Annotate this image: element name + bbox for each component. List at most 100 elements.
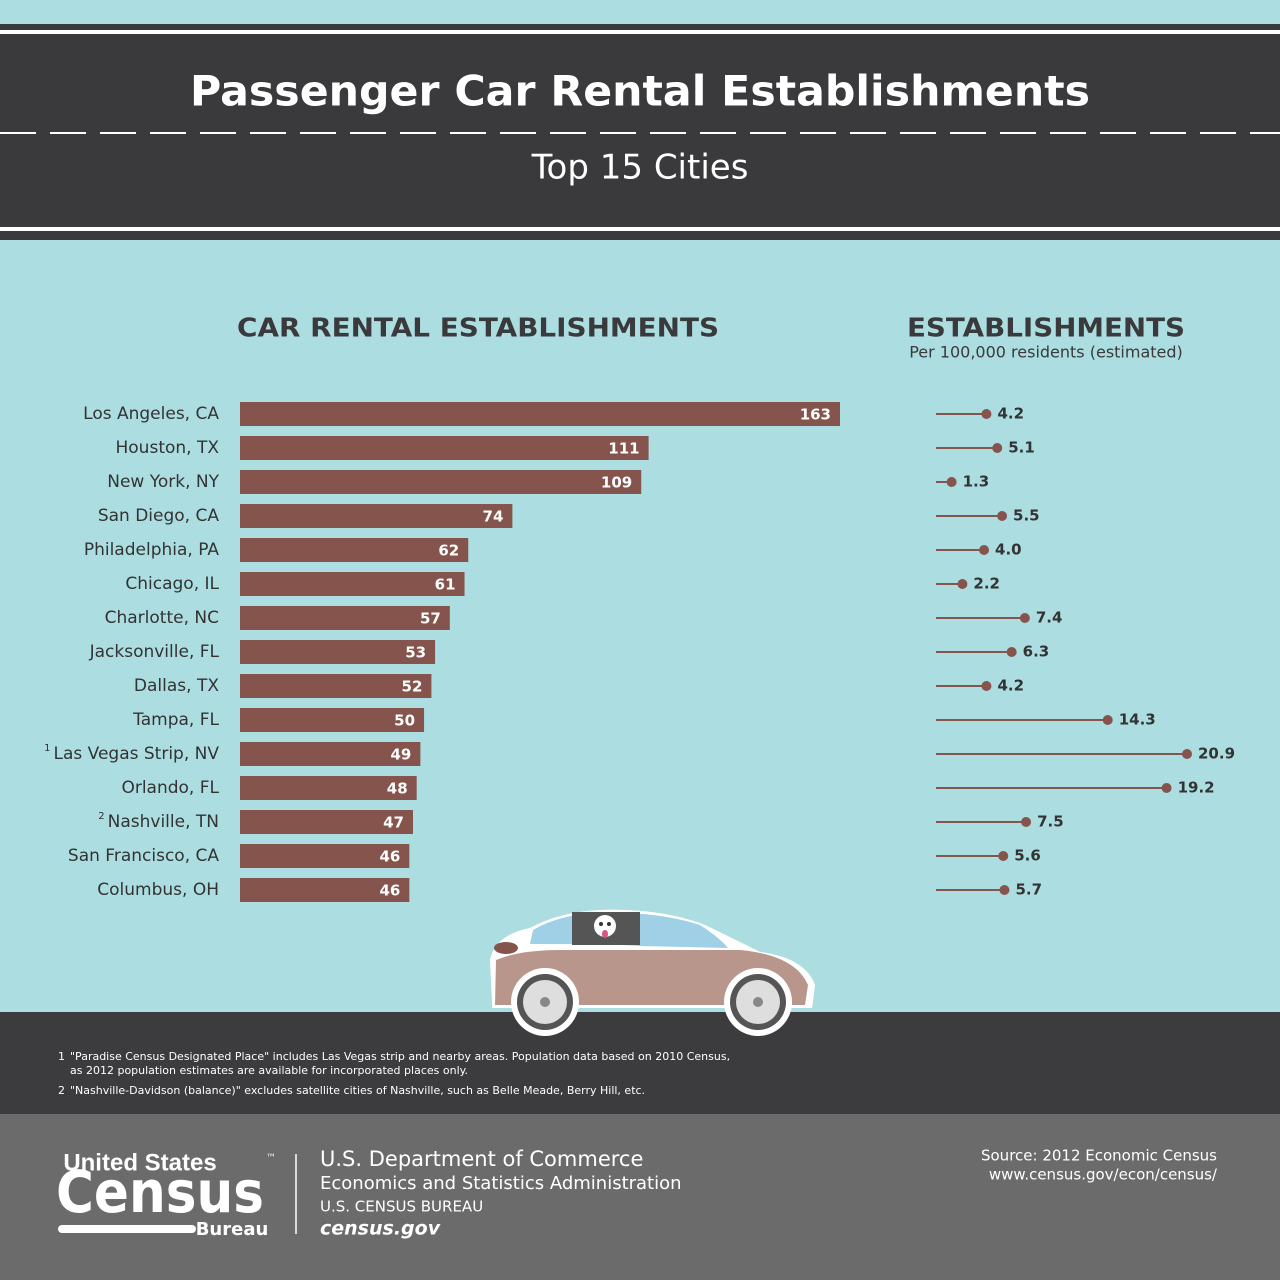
bar-value-label: 52	[402, 678, 423, 696]
dot-value-label: 4.0	[995, 541, 1022, 559]
bar-value-label: 47	[383, 814, 404, 832]
dot	[1182, 749, 1192, 759]
dot	[998, 851, 1009, 861]
bar	[240, 776, 417, 800]
website: census.gov	[320, 1218, 441, 1240]
bar	[240, 606, 450, 630]
bar-value-label: 49	[390, 746, 411, 764]
bar	[240, 742, 421, 766]
category-label: Nashville, TN	[108, 812, 219, 832]
category-label: Jacksonville, FL	[89, 642, 220, 662]
bar	[240, 436, 649, 460]
bar	[240, 810, 414, 834]
category-label: New York, NY	[107, 472, 219, 492]
footnote-band	[0, 1012, 1280, 1114]
footnote: "Nashville-Davidson (balance)" excludes …	[70, 1084, 645, 1097]
footnote-marker: 2	[58, 1084, 65, 1097]
bar	[240, 538, 469, 562]
logo-bottom: Bureau	[196, 1219, 269, 1240]
bar	[240, 640, 436, 664]
dot	[999, 885, 1010, 895]
bar-value-label: 62	[438, 542, 459, 560]
source: Source: 2012 Economic Census	[981, 1147, 1217, 1165]
category-label: Orlando, FL	[121, 778, 219, 798]
category-label: San Diego, CA	[98, 506, 220, 526]
logo-bar	[58, 1225, 196, 1233]
dot-value-label: 4.2	[997, 677, 1024, 695]
bar-value-label: 53	[405, 644, 426, 662]
dot-value-label: 19.2	[1178, 779, 1215, 797]
dot	[997, 511, 1008, 521]
dot-value-label: 5.1	[1008, 439, 1035, 457]
department: U.S. CENSUS BUREAU	[320, 1198, 483, 1216]
dot	[1102, 715, 1113, 725]
bar	[240, 878, 410, 902]
title: Passenger Car Rental Establishments	[190, 67, 1090, 116]
dot	[1161, 783, 1172, 793]
bar-value-label: 74	[483, 508, 504, 526]
dot	[981, 409, 992, 419]
dot-value-label: 4.2	[997, 405, 1024, 423]
bar	[240, 844, 410, 868]
dot	[1006, 647, 1017, 657]
dot-chart-title: ESTABLISHMENTS	[907, 314, 1185, 344]
category-label: Columbus, OH	[97, 880, 219, 900]
dot	[992, 443, 1003, 453]
logo-tm: ™	[266, 1153, 276, 1164]
bar	[240, 708, 425, 732]
category-label: Dallas, TX	[134, 676, 219, 696]
dot	[979, 545, 990, 555]
bar-chart-title: CAR RENTAL ESTABLISHMENTS	[237, 314, 719, 344]
bar	[240, 402, 840, 426]
dot-value-label: 7.5	[1037, 813, 1064, 831]
category-label: San Francisco, CA	[68, 846, 219, 866]
bar	[240, 504, 513, 528]
category-label: Los Angeles, CA	[83, 404, 219, 424]
dot-value-label: 5.7	[1015, 881, 1042, 899]
bar-value-label: 57	[420, 610, 441, 628]
footnote: as 2012 population estimates are availab…	[70, 1064, 468, 1077]
category-label: Chicago, IL	[125, 574, 219, 594]
dot-value-label: 20.9	[1198, 745, 1235, 763]
bar-value-label: 61	[435, 576, 456, 594]
dot-value-label: 7.4	[1036, 609, 1063, 627]
bar-value-label: 46	[379, 848, 400, 866]
bar	[240, 470, 642, 494]
logo-top: United States	[63, 1149, 216, 1176]
header-stripe	[0, 30, 1280, 34]
bar	[240, 572, 465, 596]
category-label: Charlotte, NC	[105, 608, 219, 628]
category-label: Tampa, FL	[132, 710, 219, 730]
bar-value-label: 50	[394, 712, 415, 730]
footnote-marker: 1	[44, 743, 50, 754]
dot-value-label: 5.5	[1013, 507, 1040, 525]
dot-value-label: 14.3	[1119, 711, 1156, 729]
bar-value-label: 109	[601, 474, 632, 492]
department: Economics and Statistics Administration	[320, 1173, 682, 1194]
bar-value-label: 48	[387, 780, 408, 798]
category-label: Las Vegas Strip, NV	[53, 744, 219, 764]
category-label: Houston, TX	[116, 438, 220, 458]
dot	[981, 681, 992, 691]
bar-value-label: 163	[800, 406, 831, 424]
category-label: Philadelphia, PA	[84, 540, 220, 560]
source-url: www.census.gov/econ/census/	[989, 1166, 1218, 1184]
dot-value-label: 2.2	[973, 575, 1000, 593]
dot	[1021, 817, 1032, 827]
logo-main: Census	[56, 1158, 264, 1226]
footnote-marker: 2	[98, 811, 104, 822]
footnote-marker: 1	[58, 1050, 65, 1063]
dot-value-label: 1.3	[963, 473, 990, 491]
dot	[946, 477, 957, 487]
bar	[240, 674, 432, 698]
header-band	[0, 24, 1280, 240]
subtitle: Top 15 Cities	[531, 148, 749, 188]
dot-value-label: 5.6	[1014, 847, 1041, 865]
dot-chart-subtitle: Per 100,000 residents (estimated)	[909, 343, 1183, 362]
dot	[1019, 613, 1030, 623]
department: U.S. Department of Commerce	[320, 1147, 643, 1171]
footer-band	[0, 1114, 1280, 1280]
header-stripe	[0, 227, 1280, 231]
bar-value-label: 111	[608, 440, 639, 458]
